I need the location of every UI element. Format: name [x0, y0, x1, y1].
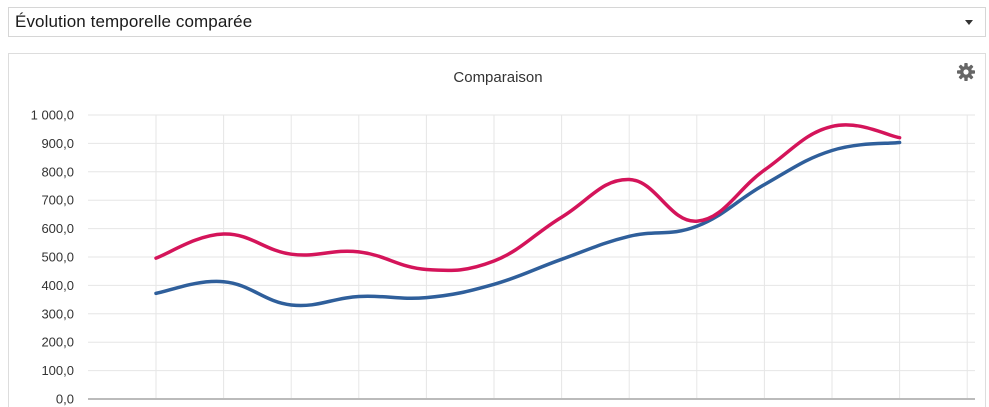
y-tick-label: 1 000,0 [31, 108, 74, 123]
chart-panel: Comparaison [8, 53, 986, 407]
y-tick-label: 900,0 [41, 136, 74, 151]
y-tick-label: 300,0 [41, 306, 74, 321]
chart-title: Comparaison [453, 69, 543, 86]
series-lines [154, 123, 902, 308]
y-tick-label: 400,0 [41, 278, 74, 293]
horizontal-gridlines [88, 114, 975, 372]
caret-down-icon[interactable] [965, 20, 973, 25]
y-tick-label: 200,0 [41, 335, 74, 350]
dropdown-selected-value: Évolution temporelle comparée [15, 12, 253, 31]
y-tick-label: 500,0 [41, 250, 74, 265]
y-tick-label: 800,0 [41, 164, 74, 179]
y-tick-label: 100,0 [41, 363, 74, 378]
gear-icon[interactable] [956, 62, 976, 82]
series-line-red [154, 123, 902, 273]
y-tick-label: 600,0 [41, 221, 74, 236]
y-tick-label: 0,0 [56, 392, 74, 407]
y-tick-label: 700,0 [41, 193, 74, 208]
series-line-blue [154, 140, 902, 308]
chart-type-dropdown[interactable]: Évolution temporelle comparée [8, 7, 986, 37]
y-axis-labels: 1 000,0 900,0 800,0 700,0 600,0 500,0 400,0 300… [31, 108, 74, 407]
